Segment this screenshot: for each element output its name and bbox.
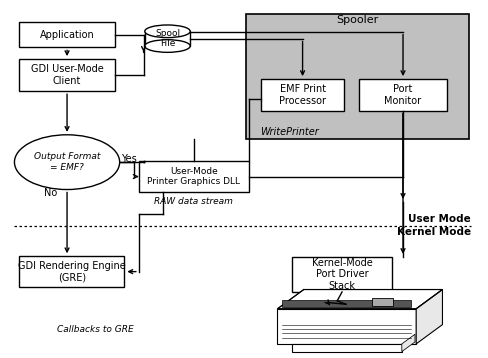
Text: Spool
File: Spool File xyxy=(155,29,180,48)
Text: EMF Print
Processor: EMF Print Processor xyxy=(279,84,326,106)
Text: RAW data stream: RAW data stream xyxy=(154,197,233,206)
FancyBboxPatch shape xyxy=(359,79,447,111)
FancyBboxPatch shape xyxy=(19,22,115,47)
Text: Port
Monitor: Port Monitor xyxy=(385,84,422,106)
Text: Application: Application xyxy=(40,30,94,40)
FancyBboxPatch shape xyxy=(246,14,469,139)
Text: WritePrinter: WritePrinter xyxy=(260,127,319,137)
FancyBboxPatch shape xyxy=(278,309,416,344)
FancyBboxPatch shape xyxy=(372,298,392,306)
FancyBboxPatch shape xyxy=(292,344,402,352)
FancyBboxPatch shape xyxy=(282,300,411,307)
Text: Output Format
= EMF?: Output Format = EMF? xyxy=(34,153,100,172)
FancyBboxPatch shape xyxy=(145,31,190,46)
Text: User Mode: User Mode xyxy=(408,214,471,224)
Text: Kernel Mode: Kernel Mode xyxy=(397,227,471,237)
Ellipse shape xyxy=(145,40,190,52)
Polygon shape xyxy=(416,290,443,344)
Text: Callbacks to GRE: Callbacks to GRE xyxy=(58,325,134,334)
FancyBboxPatch shape xyxy=(292,257,392,292)
Text: GDI User-Mode
Client: GDI User-Mode Client xyxy=(31,64,103,86)
Ellipse shape xyxy=(15,135,120,189)
FancyBboxPatch shape xyxy=(19,59,115,91)
Text: Yes: Yes xyxy=(122,154,137,164)
Text: Kernel-Mode
Port Driver
Stack: Kernel-Mode Port Driver Stack xyxy=(312,258,372,291)
FancyBboxPatch shape xyxy=(19,256,124,287)
Ellipse shape xyxy=(145,25,190,38)
Polygon shape xyxy=(278,290,443,309)
Text: Spooler: Spooler xyxy=(336,15,379,25)
Text: No: No xyxy=(44,188,57,198)
Polygon shape xyxy=(402,334,415,352)
FancyBboxPatch shape xyxy=(261,79,345,111)
Text: GDI Rendering Engine
(GRE): GDI Rendering Engine (GRE) xyxy=(18,261,126,282)
FancyBboxPatch shape xyxy=(139,161,249,192)
Text: User-Mode
Printer Graphics DLL: User-Mode Printer Graphics DLL xyxy=(147,167,240,186)
